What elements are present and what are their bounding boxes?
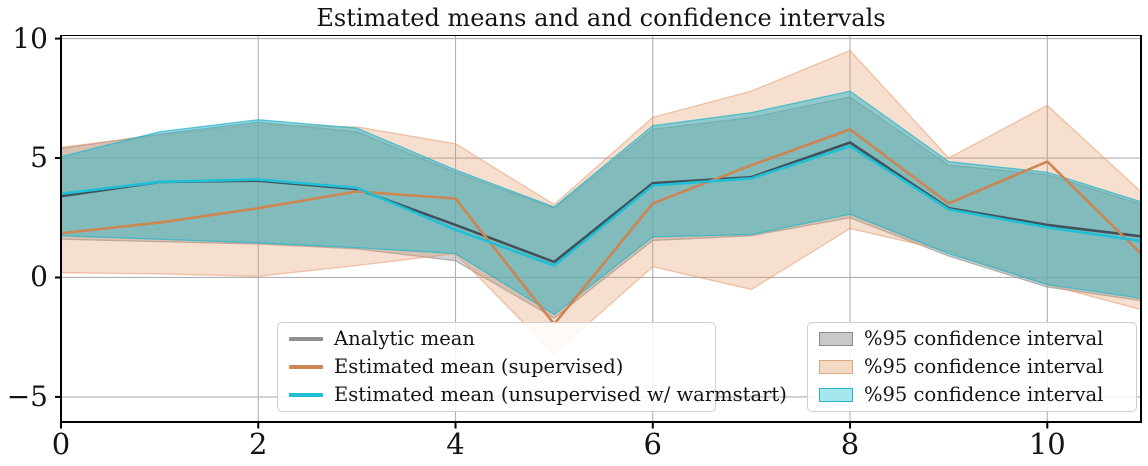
y-tick-label: 10 bbox=[12, 21, 48, 55]
x-tick-label: 8 bbox=[840, 427, 860, 461]
legend-label: Estimated mean (unsupervised w/ warmstar… bbox=[334, 383, 787, 406]
x-tick-label: 10 bbox=[1028, 427, 1066, 461]
legend-row: %95 confidence interval bbox=[819, 325, 1136, 353]
legend-line-swatch bbox=[289, 337, 323, 341]
legend-row: Analytic mean bbox=[289, 325, 715, 353]
legend-lines: Analytic mean Estimated mean (supervised)… bbox=[277, 322, 787, 412]
x-tick-label: 4 bbox=[446, 427, 465, 461]
legend-patch-swatch bbox=[819, 388, 853, 402]
legend-line-swatch bbox=[289, 365, 323, 369]
y-tick-label: −5 bbox=[6, 379, 48, 413]
legend-patch-swatch bbox=[819, 332, 853, 346]
legend-bands: %95 confidence interval %95 confidence in… bbox=[807, 322, 1137, 412]
confidence-band-unsupervised-ci bbox=[61, 90, 1141, 316]
x-tick-label: 6 bbox=[643, 427, 662, 461]
y-tick-label: 5 bbox=[30, 141, 48, 175]
legend-label: %95 confidence interval bbox=[864, 383, 1104, 406]
legend-label: %95 confidence interval bbox=[864, 355, 1104, 378]
legend-row: Estimated mean (supervised) bbox=[289, 353, 715, 381]
mean-line-1 bbox=[61, 128, 1141, 326]
mean-line-2 bbox=[61, 144, 1141, 267]
legend-row: %95 confidence interval bbox=[819, 353, 1136, 381]
plot-area bbox=[55, 35, 1142, 429]
y-tick-label: 0 bbox=[30, 260, 48, 294]
legend-label: %95 confidence interval bbox=[864, 327, 1104, 350]
axes-spines bbox=[60, 35, 1142, 423]
legend-patch-swatch bbox=[819, 360, 853, 374]
legend-line-swatch bbox=[289, 393, 323, 397]
legend-row: %95 confidence interval bbox=[819, 381, 1136, 409]
legend-label: Estimated mean (supervised) bbox=[334, 355, 624, 378]
x-tick-label: 0 bbox=[51, 427, 71, 461]
chart-title: Estimated means and and confidence inter… bbox=[316, 4, 886, 32]
legend-label: Analytic mean bbox=[334, 327, 475, 350]
x-tick-label: 2 bbox=[249, 427, 268, 461]
legend-row: Estimated mean (unsupervised w/ warmstar… bbox=[289, 381, 787, 409]
